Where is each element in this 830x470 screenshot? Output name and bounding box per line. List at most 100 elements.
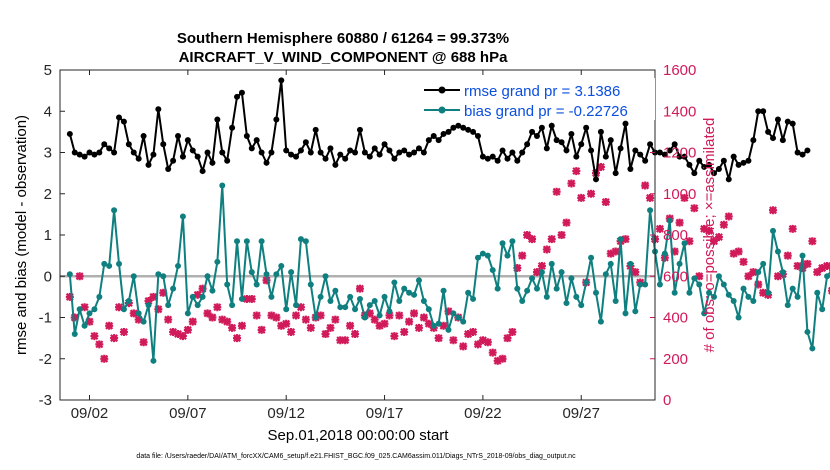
bias-marker bbox=[612, 298, 619, 304]
assimilated-marker bbox=[670, 247, 679, 256]
bias-marker bbox=[81, 322, 88, 329]
assimilated-marker bbox=[395, 311, 404, 320]
assimilated-marker bbox=[282, 319, 291, 328]
bias-marker bbox=[278, 262, 285, 269]
bias-marker bbox=[809, 345, 816, 352]
rmse-marker bbox=[371, 145, 378, 152]
bias-marker bbox=[165, 302, 172, 309]
bias-marker bbox=[293, 302, 300, 309]
bias-marker bbox=[381, 293, 388, 300]
bias-marker bbox=[622, 310, 629, 317]
bias-marker bbox=[406, 289, 413, 296]
bias-marker bbox=[465, 289, 472, 296]
bias-marker bbox=[396, 298, 403, 304]
bias-marker bbox=[204, 273, 211, 280]
bias-marker bbox=[494, 285, 501, 292]
rmse-marker bbox=[283, 147, 290, 154]
rmse-marker bbox=[278, 77, 285, 84]
assimilated-marker bbox=[228, 323, 237, 332]
bias-marker bbox=[248, 269, 255, 276]
rmse-marker bbox=[238, 89, 245, 96]
rmse-marker bbox=[460, 124, 467, 131]
y-tick-label: -2 bbox=[39, 351, 52, 368]
rmse-marker bbox=[273, 116, 280, 123]
rmse-marker bbox=[735, 161, 742, 168]
rmse-marker bbox=[755, 108, 762, 115]
bias-marker bbox=[145, 302, 152, 309]
rmse-marker bbox=[725, 176, 732, 183]
bias-marker bbox=[474, 254, 481, 261]
assimilated-marker bbox=[70, 313, 79, 322]
assimilated-marker bbox=[277, 321, 286, 330]
assimilated-marker bbox=[115, 303, 124, 312]
rmse-marker bbox=[71, 149, 78, 156]
rmse-marker bbox=[302, 139, 309, 146]
assimilated-marker bbox=[641, 181, 650, 190]
bias-marker bbox=[632, 308, 639, 315]
rmse-marker bbox=[450, 124, 457, 131]
footer-data-file: data file: /Users/raeder/DAI/ATM_forcXX/… bbox=[136, 453, 576, 460]
rmse-marker bbox=[293, 153, 300, 160]
rmse-marker bbox=[499, 147, 506, 154]
assimilated-marker bbox=[695, 272, 704, 281]
rmse-marker bbox=[681, 153, 688, 160]
bias-marker bbox=[332, 287, 339, 294]
bias-marker bbox=[391, 279, 398, 286]
rmse-marker bbox=[440, 130, 447, 137]
rmse-marker bbox=[401, 147, 408, 154]
bias-marker bbox=[588, 254, 595, 261]
assimilated-marker bbox=[744, 272, 753, 281]
bias-marker bbox=[415, 277, 422, 284]
assimilated-marker bbox=[208, 313, 217, 322]
bias-marker bbox=[691, 275, 698, 282]
rmse-marker bbox=[622, 120, 629, 127]
rmse-marker bbox=[430, 133, 437, 139]
bias-marker bbox=[450, 310, 457, 317]
assimilated-marker bbox=[351, 330, 360, 338]
rmse-marker bbox=[779, 137, 786, 144]
rmse-marker bbox=[592, 176, 599, 183]
bias-marker bbox=[116, 260, 123, 267]
rmse-marker bbox=[553, 137, 560, 144]
assimilated-marker bbox=[808, 237, 817, 246]
assimilated-marker bbox=[316, 311, 325, 320]
y-axis-label: rmse and bias (model - observation) bbox=[13, 115, 30, 355]
assimilated-marker bbox=[247, 294, 256, 303]
assimilated-marker bbox=[434, 334, 443, 343]
rmse-marker bbox=[224, 157, 231, 164]
bias-marker bbox=[76, 306, 83, 313]
x-tick-label: 09/22 bbox=[464, 405, 502, 422]
assimilated-marker bbox=[336, 336, 345, 345]
bias-marker bbox=[824, 273, 830, 280]
x-tick-label: 09/12 bbox=[267, 405, 305, 422]
assimilated-marker bbox=[257, 325, 266, 334]
assimilated-marker bbox=[346, 321, 355, 330]
assimilated-marker bbox=[675, 218, 684, 227]
rmse-marker bbox=[411, 149, 418, 156]
assimilated-marker bbox=[464, 330, 473, 338]
bias-marker bbox=[627, 260, 634, 267]
rmse-marker bbox=[96, 149, 103, 156]
rmse-marker bbox=[789, 120, 796, 127]
rmse-marker bbox=[347, 147, 354, 154]
bias-marker bbox=[607, 260, 614, 267]
bias-marker bbox=[347, 293, 354, 300]
assimilated-marker bbox=[473, 340, 482, 349]
assimilated-marker bbox=[596, 162, 605, 171]
bias-marker bbox=[170, 285, 177, 292]
assimilated-marker bbox=[700, 224, 709, 233]
rmse-marker bbox=[661, 151, 668, 158]
assimilated-marker bbox=[508, 327, 517, 336]
assimilated-marker bbox=[287, 327, 296, 336]
assimilated-marker bbox=[552, 187, 561, 196]
assimilated-marker bbox=[326, 323, 335, 332]
bias-marker bbox=[568, 275, 575, 282]
bias-marker bbox=[538, 269, 545, 276]
rmse-marker bbox=[165, 166, 172, 172]
legend-rmse-label: rmse grand pr = 3.1386 bbox=[464, 83, 620, 100]
assimilated-marker bbox=[542, 245, 551, 254]
rmse-marker bbox=[209, 159, 216, 166]
bias-marker bbox=[283, 306, 290, 313]
assimilated-marker bbox=[341, 336, 350, 345]
rmse-marker bbox=[794, 149, 801, 156]
